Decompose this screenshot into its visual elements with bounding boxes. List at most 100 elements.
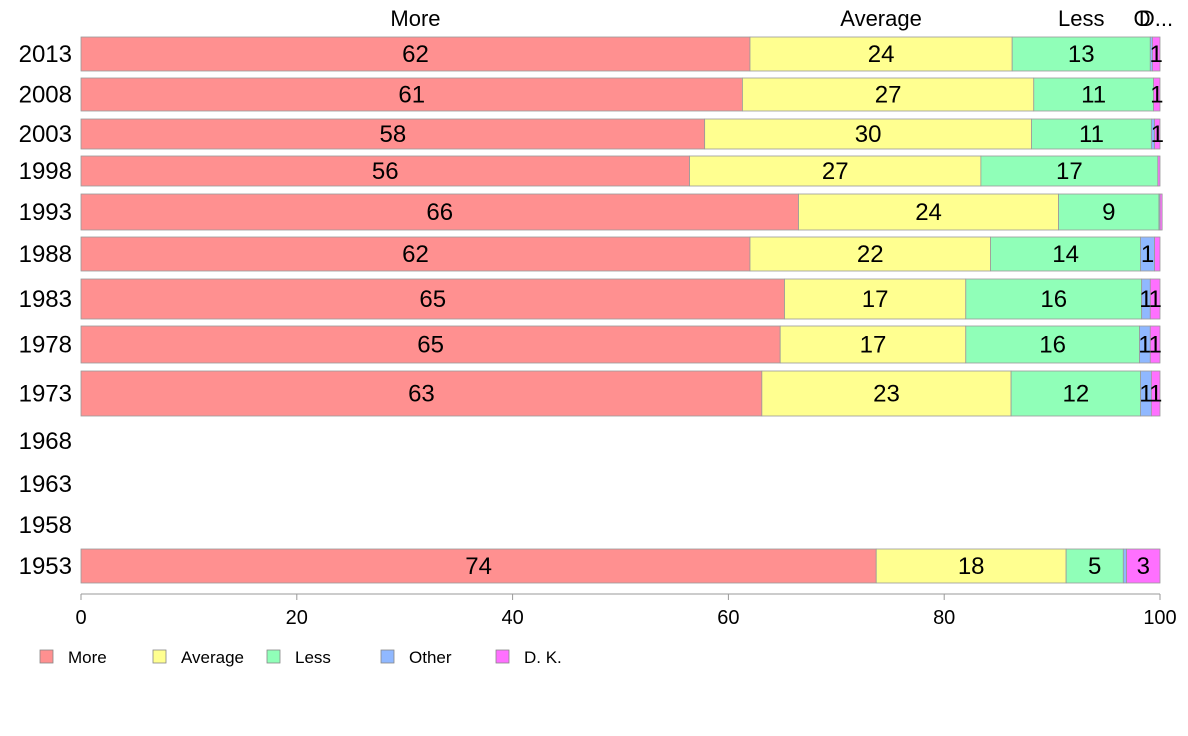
value-label: 11 xyxy=(1079,121,1104,148)
value-label: 56 xyxy=(372,158,399,185)
header-label-4: D... xyxy=(1139,6,1173,31)
bar-segment-2013-average xyxy=(749,36,1013,72)
bar-segment-2003-more xyxy=(80,118,706,150)
value-label: 62 xyxy=(402,241,429,268)
year-label-1973: 1973 xyxy=(19,381,72,408)
value-label: 17 xyxy=(860,332,887,359)
year-label-2013: 2013 xyxy=(19,41,72,68)
bar-segment-1998-more xyxy=(80,155,690,187)
bar-segment-1973-more xyxy=(80,370,763,417)
year-label-1958: 1958 xyxy=(19,512,72,539)
value-label: 17 xyxy=(1056,158,1083,185)
value-label: 3 xyxy=(1137,553,1150,580)
value-label: 16 xyxy=(1040,286,1067,313)
value-label: 1 xyxy=(1150,82,1163,109)
bar-segment-1953-more xyxy=(80,548,877,584)
legend-swatch-3 xyxy=(380,649,395,664)
bar-segment-1973-average xyxy=(761,370,1012,417)
legend-label-3: Other xyxy=(409,648,452,667)
value-label: 11 xyxy=(1081,82,1106,109)
bar-segment-1978-average xyxy=(779,325,967,364)
bar-segment-1988-dk xyxy=(1154,236,1161,272)
value-label: 1 xyxy=(1139,286,1152,313)
x-tick-label: 20 xyxy=(286,607,308,629)
legend-label-0: More xyxy=(68,648,107,667)
legend-label-1: Average xyxy=(181,648,244,667)
value-label: 14 xyxy=(1052,241,1079,268)
value-label: 9 xyxy=(1102,199,1115,226)
bar-segment-1998-less xyxy=(980,155,1159,187)
value-label: 1 xyxy=(1148,332,1161,359)
year-label-1988: 1988 xyxy=(19,241,72,268)
x-axis: 0 20 40 60 80 100 xyxy=(75,593,1177,629)
bar-segment-2008-dk xyxy=(1153,77,1161,112)
value-label: 1 xyxy=(1138,332,1151,359)
bar-segment-1988-average xyxy=(749,236,991,272)
year-label-1998: 1998 xyxy=(19,158,72,185)
x-tick-label: 100 xyxy=(1143,607,1176,629)
legend-label-2: Less xyxy=(295,648,331,667)
value-label: 1 xyxy=(1149,381,1162,408)
bar-segment-1993-average xyxy=(798,193,1059,231)
bar-segment-2008-more xyxy=(80,77,743,112)
legend-swatch-4 xyxy=(495,649,510,664)
header-label-3: O xyxy=(1133,6,1150,31)
value-label: 5 xyxy=(1088,553,1101,580)
value-label: 62 xyxy=(402,41,429,68)
bar-segment-1953-other xyxy=(1122,548,1127,584)
year-labels: 2013 2008 2003 1998 1993 1988 1983 1978 1973 1968… xyxy=(19,41,72,580)
header-label-1: Average xyxy=(840,6,922,31)
value-label: 61 xyxy=(398,82,425,109)
legend-swatch-2 xyxy=(266,649,281,664)
legend-swatch-1 xyxy=(152,649,167,664)
bar-segment-2003-dk xyxy=(1154,118,1161,150)
bar-segment-1983-less xyxy=(965,278,1143,320)
year-label-1968: 1968 xyxy=(19,428,72,455)
value-label: 24 xyxy=(915,199,942,226)
x-tick-label: 40 xyxy=(501,607,523,629)
bar-segment-2013-dk xyxy=(1152,36,1161,72)
bar-segment-1988-less xyxy=(990,236,1141,272)
value-label: 66 xyxy=(426,199,453,226)
value-label: 17 xyxy=(862,286,889,313)
bar-segment-1953-average xyxy=(875,548,1067,584)
year-label-1953: 1953 xyxy=(19,553,72,580)
category-header-labels: More Average Less OD... xyxy=(390,6,1173,31)
bar-segment-1993-more xyxy=(80,193,799,231)
legend-swatch-0 xyxy=(39,649,54,664)
value-label: 58 xyxy=(379,121,406,148)
value-label: 65 xyxy=(417,332,444,359)
year-label-1983: 1983 xyxy=(19,286,72,313)
value-label: 23 xyxy=(873,381,900,408)
year-label-2008: 2008 xyxy=(19,82,72,109)
legend: More Average Less Other D. K. xyxy=(39,648,562,667)
year-label-1978: 1978 xyxy=(19,332,72,359)
bar-segment-2008-average xyxy=(742,77,1035,112)
header-label-2: Less xyxy=(1058,6,1104,31)
bar-segment-1993-less xyxy=(1058,193,1160,231)
value-label: 24 xyxy=(868,41,895,68)
bar-segment-1953-less xyxy=(1065,548,1124,584)
bar-segment-2008-less xyxy=(1033,77,1154,112)
x-tick-label: 60 xyxy=(717,607,739,629)
value-label: 1 xyxy=(1151,121,1164,148)
bar-segment-1978-dk xyxy=(1149,325,1161,364)
bar-segment-1953-dk xyxy=(1126,548,1161,584)
year-label-1993: 1993 xyxy=(19,199,72,226)
bar-segment-1998-average xyxy=(689,155,982,187)
bar-segment-1983-dk xyxy=(1149,278,1161,320)
value-label: 18 xyxy=(958,553,985,580)
bar-segment-1978-more xyxy=(80,325,781,364)
value-label: 1 xyxy=(1148,286,1161,313)
value-label: 63 xyxy=(408,381,435,408)
bar-segment-2003-average xyxy=(704,118,1032,150)
value-label: 12 xyxy=(1062,381,1089,408)
bar-segment-1998-dk xyxy=(1157,155,1161,187)
value-label: 22 xyxy=(857,241,884,268)
value-label: 30 xyxy=(855,121,882,148)
year-label-2003: 2003 xyxy=(19,121,72,148)
header-label-0: More xyxy=(390,6,440,31)
x-tick-label: 80 xyxy=(933,607,955,629)
value-label: 13 xyxy=(1068,41,1095,68)
